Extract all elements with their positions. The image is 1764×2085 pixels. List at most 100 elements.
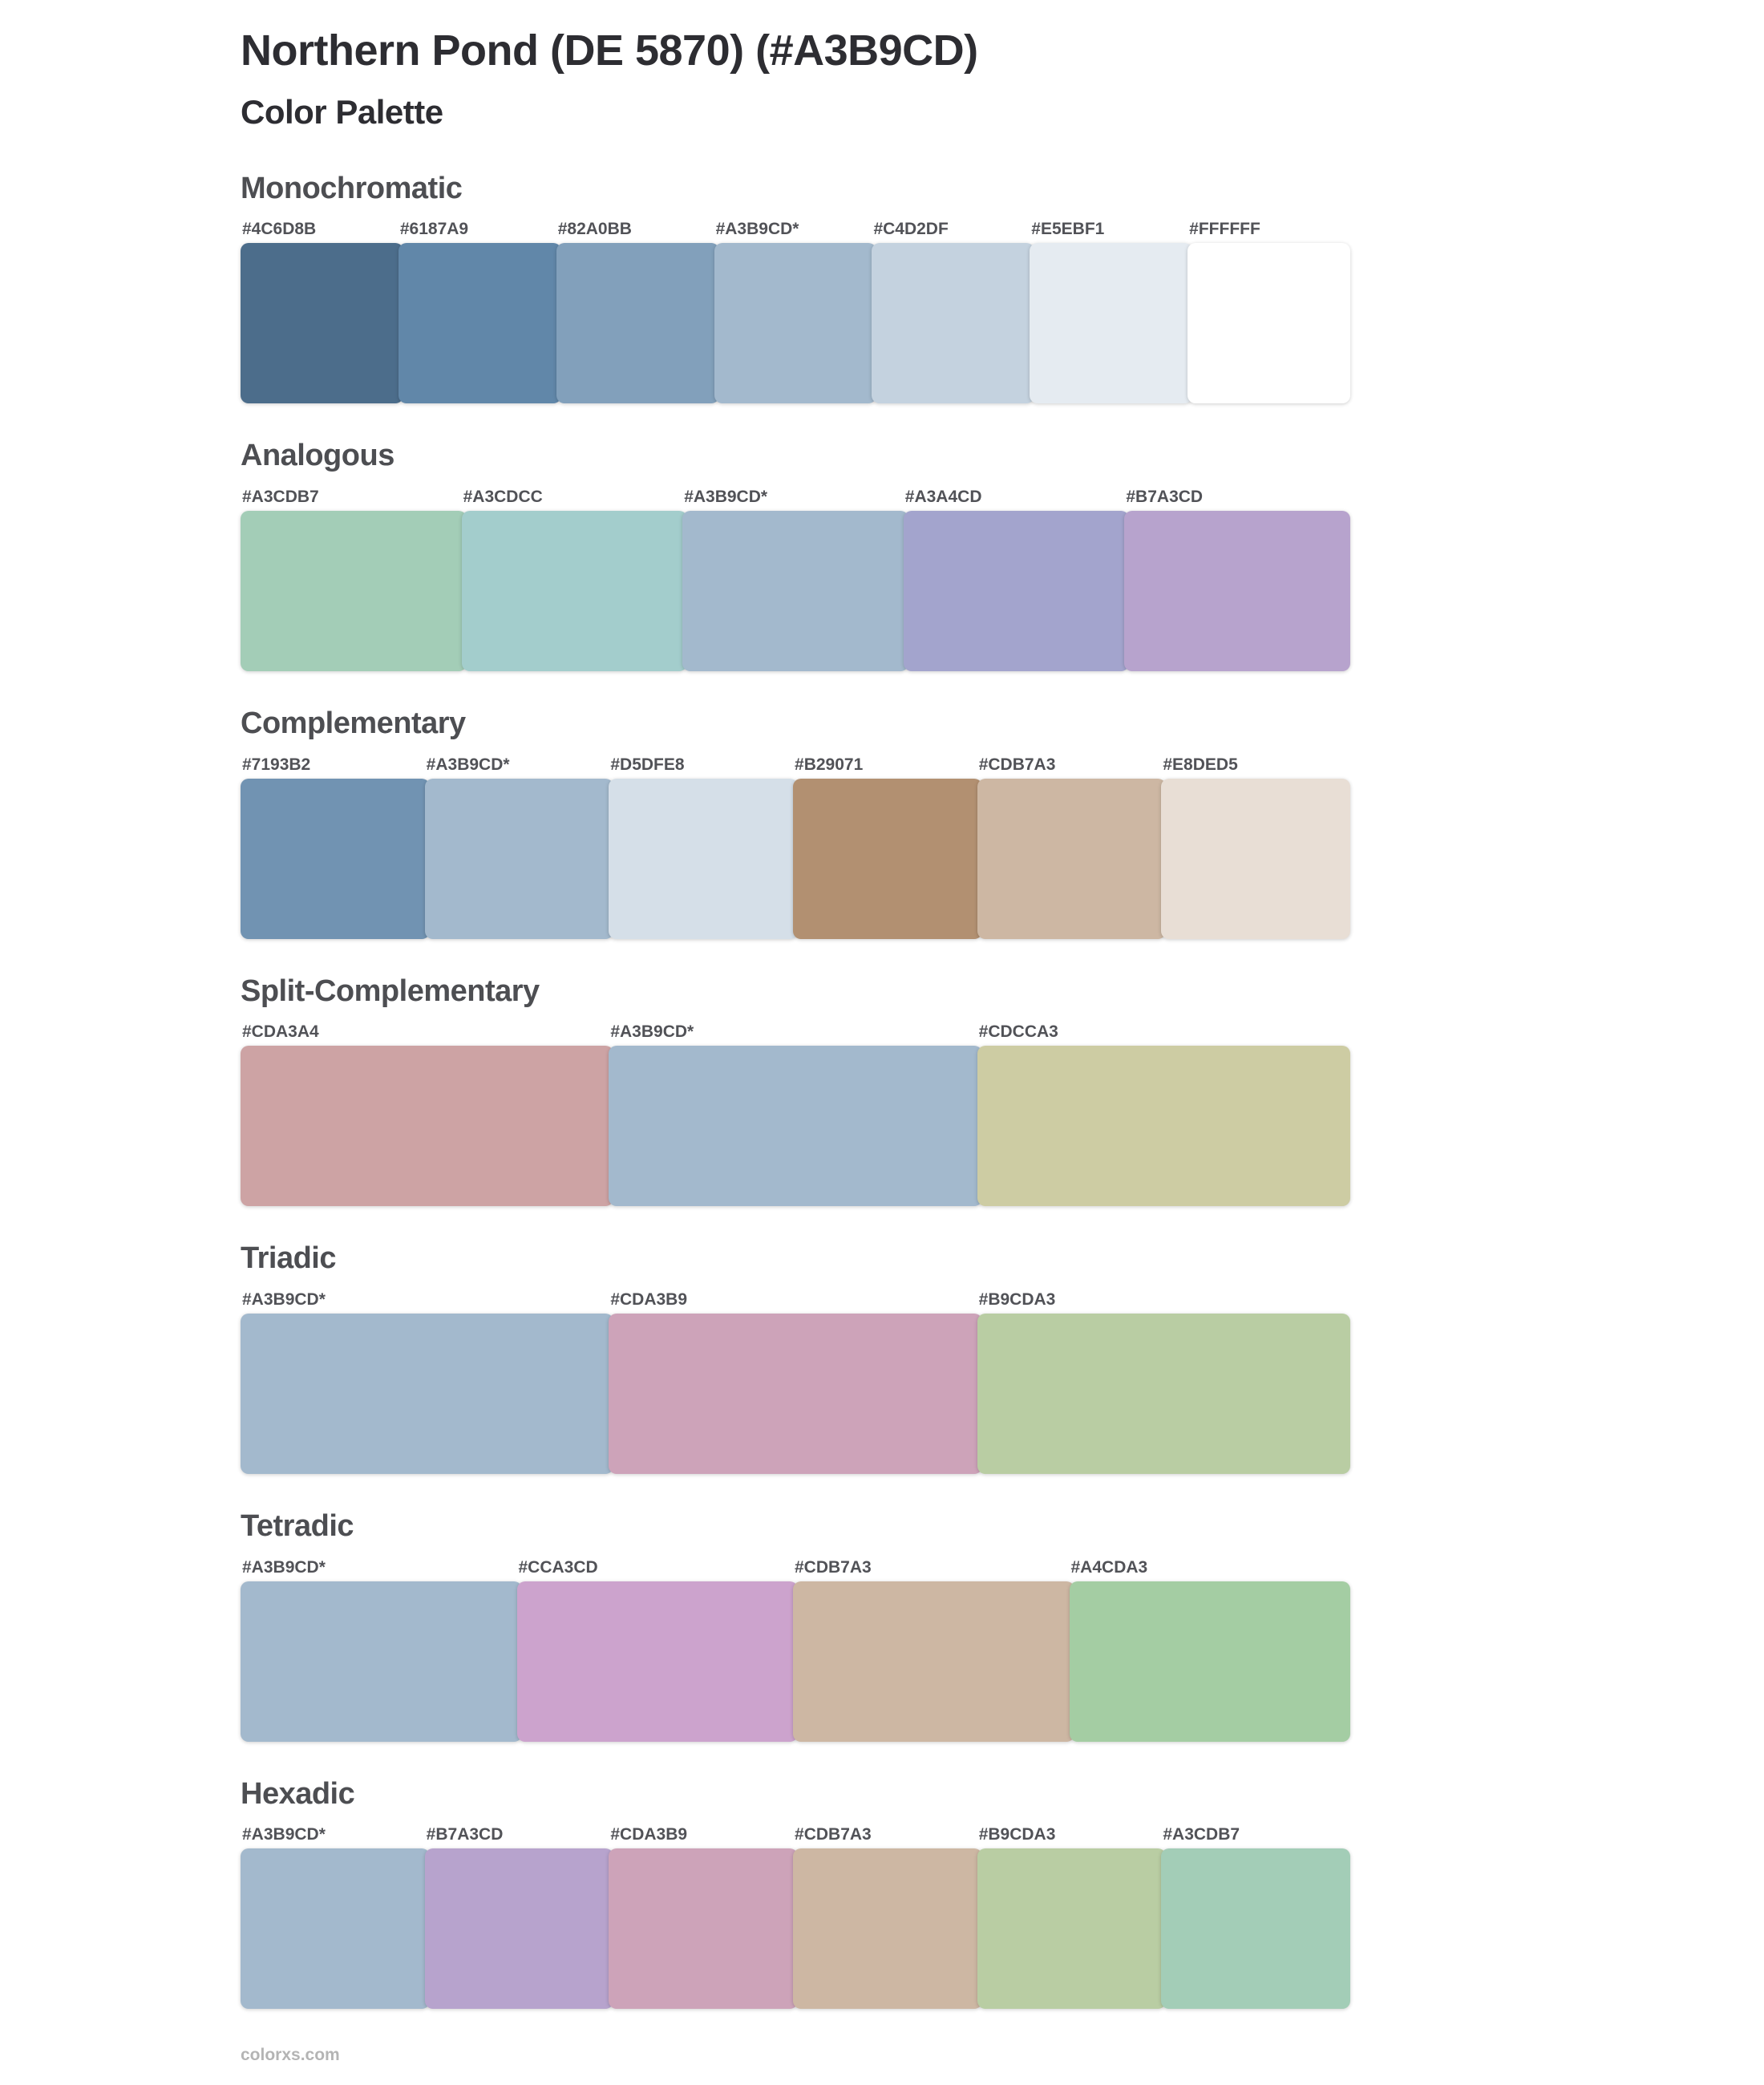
swatch-hex-label: #E8DED5 [1163,755,1238,774]
swatch-column: #A3B9CD* [241,1824,430,2010]
swatch-column: #CCA3CD [516,1557,798,1742]
color-swatch[interactable] [609,1046,982,1207]
swatch-row: #A3B9CD* #CDA3B9 #B9CDA3 [241,1289,1350,1475]
color-swatch[interactable] [461,510,688,671]
color-swatch[interactable] [1030,243,1193,404]
palette-section-hexadic: Hexadic #A3B9CD* #B7A3CD #CDA3B9 #CDB7A3 #B9C… [241,1776,1351,2010]
palette-section-split-complementary: Split-Complementary #CDA3A4 #A3B9CD* #CDCCA… [241,974,1350,1207]
swatch-hex-label: #CDB7A3 [795,1825,872,1844]
swatch-row: #A3B9CD* #CCA3CD #CDB7A3 #A4CDA3 [241,1557,1350,1742]
palette-section-monochromatic: Monochromatic #4C6D8B #6187A9 #82A0BB #A3B9C… [241,171,1351,404]
palette-section-tetradic: Tetradic #A3B9CD* #CCA3CD #CDB7A3 #A4CDA3 [241,1509,1350,1742]
section-title: Monochromatic [241,171,463,205]
color-swatch[interactable] [977,1848,1167,2010]
swatch-row: #4C6D8B #6187A9 #82A0BB #A3B9CD* #C4D2DF #E5E… [241,219,1351,404]
color-swatch[interactable] [241,1046,614,1207]
color-swatch[interactable] [1187,243,1351,404]
swatch-column: #A3A4CD [903,487,1130,671]
section-title: Triadic [241,1241,337,1276]
swatch-hex-label: #B29071 [795,755,864,774]
swatch-hex-label: #B9CDA3 [978,1290,1056,1310]
color-swatch[interactable] [241,778,430,939]
swatch-column: #6187A9 [398,219,561,404]
swatch-column: #B9CDA3 [977,1824,1167,2010]
swatch-hex-label: #6187A9 [399,220,469,239]
swatch-column: #A3B9CD* [424,755,614,939]
color-swatch[interactable] [609,778,799,939]
swatch-hex-label: #A3B9CD* [715,220,799,239]
section-title: Tetradic [241,1509,354,1544]
color-swatch[interactable] [977,778,1167,939]
swatch-column: #A3B9CD* [609,1022,982,1207]
swatch-hex-label: #D5DFE8 [610,755,685,774]
color-swatch[interactable] [903,510,1130,671]
section-title: Complementary [241,706,466,740]
swatch-column: #A3B9CD* [241,1289,614,1475]
swatch-hex-label: #E5EBF1 [1031,220,1105,239]
swatch-row: #7193B2 #A3B9CD* #D5DFE8 #B29071 #CDB7A3 #E8D… [241,755,1351,939]
color-swatch[interactable] [556,243,719,404]
palette-page: Northern Pond (DE 5870) (#A3B9CD) Color … [241,26,1764,2065]
swatch-hex-label: #CDA3B9 [610,1825,688,1844]
color-swatch[interactable] [241,1314,614,1475]
color-swatch[interactable] [793,778,982,939]
color-swatch[interactable] [793,1581,1074,1742]
swatch-hex-label: #A3B9CD* [426,755,510,774]
swatch-hex-label: #A3CDB7 [242,487,319,506]
watermark-text: colorxs.com [241,2046,340,2065]
swatch-hex-label: #A3B9CD* [242,1290,326,1310]
color-swatch[interactable] [424,1848,614,2010]
swatch-hex-label: #CDA3A4 [242,1022,319,1042]
swatch-row: #CDA3A4 #A3B9CD* #CDCCA3 [241,1022,1350,1207]
swatch-column: #82A0BB [556,219,719,404]
swatch-column: #B7A3CD [1124,487,1350,671]
color-swatch[interactable] [714,243,877,404]
swatch-hex-label: #82A0BB [557,220,632,239]
swatch-column: #D5DFE8 [609,755,799,939]
color-swatch[interactable] [398,243,561,404]
color-swatch[interactable] [609,1848,799,2010]
swatch-column: #A3CDB7 [1161,1824,1351,2010]
swatch-column: #4C6D8B [241,219,403,404]
swatch-column: #CDA3A4 [241,1022,614,1207]
swatch-hex-label: #CDB7A3 [795,1557,872,1577]
palette-section-complementary: Complementary #7193B2 #A3B9CD* #D5DFE8 #B290… [241,706,1351,939]
section-title: Split-Complementary [241,974,540,1008]
swatch-hex-label: #CDB7A3 [978,755,1056,774]
swatch-column: #CDCCA3 [977,1022,1350,1207]
swatch-column: #CDA3B9 [609,1289,982,1475]
swatch-column: #C4D2DF [872,219,1035,404]
swatch-column: #B7A3CD [424,1824,614,2010]
swatch-hex-label: #CCA3CD [518,1557,598,1577]
palette-section-triadic: Triadic #A3B9CD* #CDA3B9 #B9CDA3 [241,1241,1350,1475]
color-swatch[interactable] [424,778,614,939]
color-swatch[interactable] [241,1848,430,2010]
color-swatch[interactable] [241,510,467,671]
swatch-column: #E5EBF1 [1030,219,1193,404]
color-swatch[interactable] [516,1581,798,1742]
swatch-hex-label: #A3B9CD* [242,1825,326,1844]
swatch-hex-label: #A3B9CD* [610,1022,694,1042]
color-swatch[interactable] [1069,1581,1350,1742]
swatch-column: #B9CDA3 [977,1289,1350,1475]
color-swatch[interactable] [977,1046,1350,1207]
palette-section-analogous: Analogous #A3CDB7 #A3CDCC #A3B9CD* #A3A4CD #B… [241,439,1350,671]
swatch-hex-label: #A3CDB7 [1163,1825,1240,1844]
color-swatch[interactable] [872,243,1035,404]
swatch-column: #B29071 [793,755,982,939]
color-swatch[interactable] [1124,510,1350,671]
color-swatch[interactable] [977,1314,1350,1475]
swatch-column: #CDA3B9 [609,1824,799,2010]
color-swatch[interactable] [609,1314,982,1475]
swatch-column: #A3B9CD* [682,487,908,671]
color-swatch[interactable] [793,1848,982,2010]
section-title: Hexadic [241,1776,355,1811]
color-swatch[interactable] [241,243,403,404]
swatch-column: #CDB7A3 [793,1557,1074,1742]
swatch-hex-label: #CDA3B9 [610,1290,688,1310]
color-swatch[interactable] [1161,778,1351,939]
color-swatch[interactable] [241,1581,522,1742]
color-swatch[interactable] [1161,1848,1351,2010]
swatch-column: #E8DED5 [1161,755,1351,939]
color-swatch[interactable] [682,510,908,671]
